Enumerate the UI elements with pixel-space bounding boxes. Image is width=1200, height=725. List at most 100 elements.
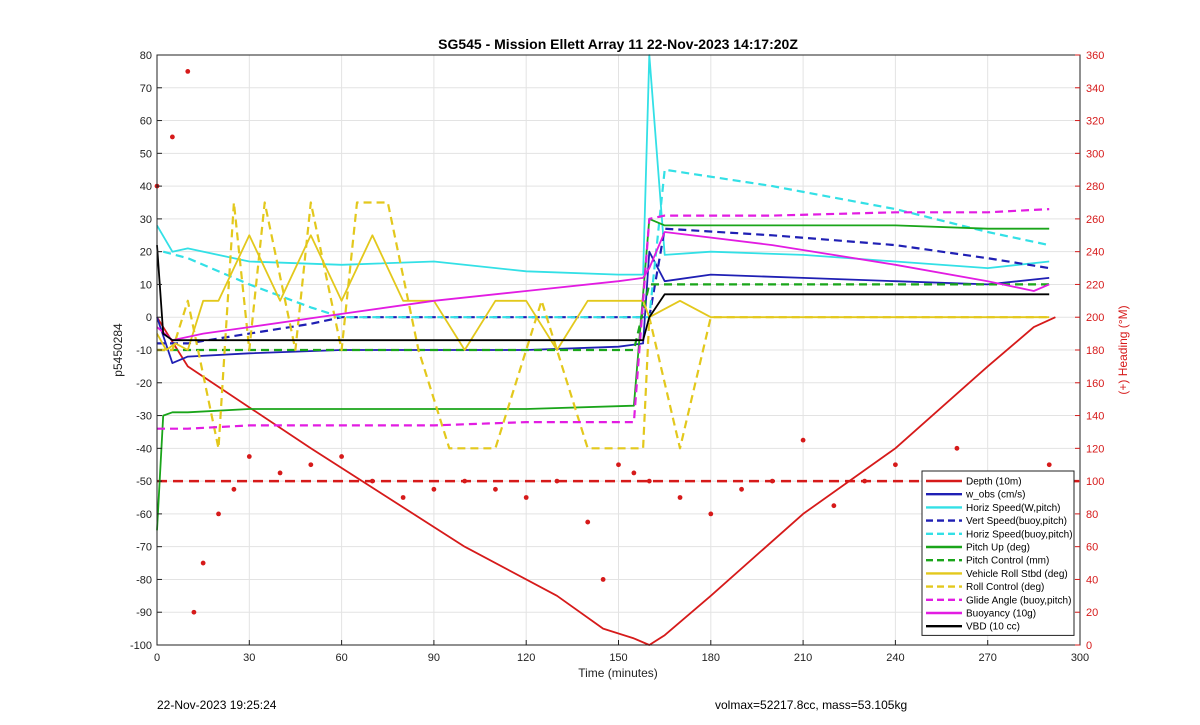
legend-box	[921, 470, 1075, 636]
series-heading-point	[216, 511, 221, 517]
series-heading-point	[954, 445, 960, 451]
series-heading-point	[185, 68, 191, 74]
x-tick-label: 180	[702, 652, 720, 664]
y2-tick-label: 140	[1086, 411, 1104, 423]
legend-label: Buoyancy (10g)	[966, 609, 1036, 620]
series-glide-angle-buoy-pitch	[157, 208, 1050, 430]
y2-tick-label: 0	[1086, 640, 1092, 652]
y-tick-label: -60	[136, 509, 152, 521]
series-heading-point	[191, 609, 197, 615]
y2-tick-label: 60	[1086, 542, 1098, 554]
legend-label: Roll Control (deg)	[966, 582, 1044, 593]
series-heading-point	[277, 470, 283, 476]
y2-tick-label: 80	[1086, 509, 1098, 521]
y2-tick-label: 40	[1086, 574, 1098, 586]
series-heading-point	[800, 437, 806, 443]
y-tick-label: 30	[140, 214, 152, 226]
series-heading-point	[339, 454, 344, 459]
y-tick-label: -50	[136, 476, 152, 488]
x-axis-ticks: 0 30 60 90 120 150 180 210 240 270 300	[154, 640, 1089, 664]
y2-tick-label: 160	[1086, 378, 1104, 390]
series-heading-point	[585, 519, 591, 525]
legend-label: Glide Angle (buoy,pitch)	[966, 595, 1071, 606]
y2-tick-label: 100	[1086, 476, 1104, 488]
y-tick-label: -10	[136, 345, 152, 357]
x-tick-label: 60	[335, 652, 347, 664]
y-tick-label: -100	[130, 640, 152, 652]
series-vert-speed-buoy-pitch	[157, 227, 1050, 345]
y-tick-label: 70	[140, 83, 152, 95]
footer-volmax-mass: volmax=52217.8cc, mass=53.105kg	[715, 698, 908, 712]
legend-label: Horiz Speed(buoy,pitch)	[966, 529, 1073, 540]
y-tick-label: -40	[136, 443, 152, 455]
series-layer	[154, 54, 1056, 646]
y2-tick-label: 200	[1086, 312, 1104, 324]
series-heading-point	[462, 478, 468, 484]
y2-tick-label: 180	[1086, 345, 1104, 357]
legend-label: Vehicle Roll Stbd (deg)	[966, 569, 1068, 580]
series-heading-point	[600, 577, 606, 582]
x-tick-label: 120	[517, 652, 535, 664]
legend-label: Horiz Speed(W,pitch)	[966, 503, 1060, 514]
series-heading-point	[554, 478, 560, 484]
y-tick-label: -70	[136, 542, 152, 554]
y-tick-label: 20	[140, 247, 152, 259]
x-tick-label: 150	[609, 652, 627, 664]
series-heading-point	[769, 478, 775, 484]
x-tick-label: 90	[428, 652, 440, 664]
y2-tick-label: 220	[1086, 279, 1104, 291]
series-heading-point	[169, 134, 175, 140]
series-heading-point	[523, 495, 529, 500]
y2-tick-label: 120	[1086, 443, 1104, 455]
x-tick-label: 240	[886, 652, 904, 664]
x-tick-label: 30	[243, 652, 255, 664]
series-heading-point	[646, 478, 652, 484]
footer-timestamp: 22-Nov-2023 19:25:24	[157, 698, 277, 712]
series-heading-point	[231, 486, 237, 492]
y2-tick-label: 20	[1086, 607, 1098, 619]
y-tick-label: 60	[140, 116, 152, 128]
series-heading-point	[708, 511, 714, 517]
series-heading-point	[369, 478, 375, 484]
y-tick-label: 0	[146, 312, 152, 324]
legend-label: Depth (10m)	[966, 477, 1022, 488]
series-heading-point	[831, 503, 837, 509]
y-tick-label: -90	[136, 607, 152, 619]
y-right-axis-ticks: 0 20 40 60 80 100 120 140 160 180 200 220 240 260 280 3…	[1075, 50, 1104, 652]
y-tick-label: 40	[140, 181, 152, 193]
series-heading-point	[862, 478, 868, 484]
series-heading-point	[308, 462, 314, 468]
series-pitch-up-deg	[156, 217, 1050, 531]
y-left-axis-ticks: -100-90-80-70-60-50-40-30-20-10010203040…	[130, 50, 162, 652]
series-heading-point	[631, 470, 637, 476]
series-pitch-control-mm	[157, 283, 1050, 352]
y-tick-label: 80	[140, 50, 152, 62]
chart-title: SG545 - Mission Ellett Array 11 22-Nov-2…	[438, 36, 798, 52]
x-axis-label: Time (minutes)	[578, 666, 658, 680]
x-tick-label: 300	[1071, 652, 1089, 664]
y2-tick-label: 280	[1086, 181, 1104, 193]
x-tick-label: 210	[794, 652, 812, 664]
series-heading-point	[677, 495, 683, 500]
y2-tick-label: 240	[1086, 247, 1104, 259]
y-left-axis-label: p5450284	[111, 323, 125, 377]
legend-label: w_obs (cm/s)	[965, 490, 1025, 501]
y-tick-label: -20	[136, 378, 152, 390]
legend-label: Pitch Control (mm)	[966, 556, 1049, 567]
x-tick-label: 0	[154, 652, 160, 664]
series-heading-point	[400, 495, 406, 500]
legend-label: Pitch Up (deg)	[966, 543, 1030, 554]
y2-tick-label: 360	[1086, 50, 1104, 62]
x-tick-label: 270	[979, 652, 997, 664]
series-heading-point	[616, 462, 621, 468]
y-tick-label: 50	[140, 148, 152, 160]
y-right-axis-label: (+) Heading (°M)	[1116, 305, 1130, 394]
y2-tick-label: 320	[1086, 116, 1104, 128]
legend: Depth (10m) w_obs (cm/s) Horiz Speed(W,pit…	[921, 470, 1075, 636]
y-tick-label: -30	[136, 411, 152, 423]
legend-label: Vert Speed(buoy,pitch)	[966, 516, 1067, 527]
series-heading-point	[1046, 462, 1052, 468]
y2-tick-label: 260	[1086, 214, 1104, 226]
series-buoyancy-10g	[156, 231, 1050, 342]
